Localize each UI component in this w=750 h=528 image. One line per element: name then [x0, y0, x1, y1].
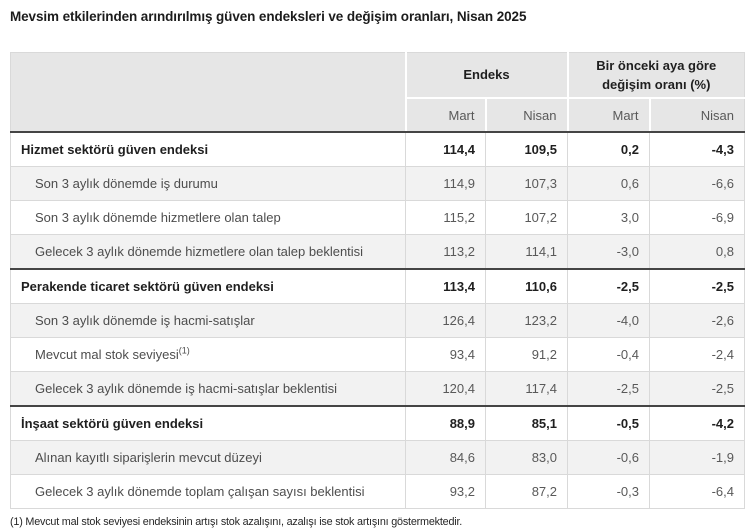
row-label: Perakende ticaret sektörü güven endeksi	[10, 268, 406, 304]
value-cell: -2,5	[567, 371, 650, 406]
value-cell: -0,4	[567, 337, 650, 372]
value-cell: 107,2	[485, 200, 568, 235]
col-header-change-mart: Mart	[566, 98, 650, 133]
value-cell: 120,4	[405, 371, 486, 406]
footnote: (1) Mevcut mal stok seviyesi endeksinin …	[10, 516, 463, 528]
value-cell: -4,3	[649, 131, 745, 167]
table-row: Gelecek 3 aylık dönemde iş hacmi-satışla…	[10, 371, 745, 406]
value-cell: 0,2	[567, 131, 650, 167]
table-row: Son 3 aylık dönemde iş durumu 114,9 107,3 0…	[10, 166, 745, 201]
col-header-endeks-mart: Mart	[404, 98, 486, 133]
corner-header-cell	[10, 52, 406, 133]
value-cell: -2,5	[567, 268, 650, 304]
value-cell: 117,4	[485, 371, 568, 406]
table-row: Alınan kayıtlı siparişlerin mevcut düzey…	[10, 440, 745, 475]
value-cell: 91,2	[485, 337, 568, 372]
row-label: Gelecek 3 aylık dönemde iş hacmi-satışla…	[10, 371, 406, 406]
value-cell: 113,4	[405, 268, 486, 304]
value-cell: 85,1	[485, 405, 568, 441]
confidence-index-table: Endeks Bir önceki aya göre değişim oranı…	[10, 52, 745, 509]
col-header-endeks-nisan: Nisan	[484, 98, 568, 133]
value-cell: 0,8	[649, 234, 745, 269]
value-cell: -1,9	[649, 440, 745, 475]
value-cell: -3,0	[567, 234, 650, 269]
page-title: Mevsim etkilerinden arındırılmış güven e…	[10, 9, 527, 24]
table-row: İnşaat sektörü güven endeksi 88,9 85,1 -0,5…	[10, 405, 745, 441]
value-cell: -2,6	[649, 303, 745, 338]
value-cell: 83,0	[485, 440, 568, 475]
row-label: Hizmet sektörü güven endeksi	[10, 131, 406, 167]
value-cell: -2,4	[649, 337, 745, 372]
row-label: İnşaat sektörü güven endeksi	[10, 405, 406, 441]
value-cell: 114,9	[405, 166, 486, 201]
value-cell: 3,0	[567, 200, 650, 235]
value-cell: 107,3	[485, 166, 568, 201]
row-label: Alınan kayıtlı siparişlerin mevcut düzey…	[10, 440, 406, 475]
value-cell: 126,4	[405, 303, 486, 338]
row-label: Son 3 aylık dönemde iş hacmi-satışlar	[10, 303, 406, 338]
table-row: Son 3 aylık dönemde iş hacmi-satışlar 126…	[10, 303, 745, 338]
value-cell: -6,4	[649, 474, 745, 509]
value-cell: 93,2	[405, 474, 486, 509]
row-label: Son 3 aylık dönemde hizmetlere olan tale…	[10, 200, 406, 235]
value-cell: -6,9	[649, 200, 745, 235]
group-header-change-rate: Bir önceki aya göre değişim oranı (%)	[566, 52, 745, 99]
value-cell: 87,2	[485, 474, 568, 509]
value-cell: 93,4	[405, 337, 486, 372]
value-cell: 123,2	[485, 303, 568, 338]
table-row: Gelecek 3 aylık dönemde toplam çalışan s…	[10, 474, 745, 509]
table-row: Son 3 aylık dönemde hizmetlere olan tale…	[10, 200, 745, 235]
value-cell: 115,2	[405, 200, 486, 235]
group-header-endeks: Endeks	[404, 52, 568, 99]
row-label: Mevcut mal stok seviyesi(1)	[10, 337, 406, 372]
value-cell: -0,3	[567, 474, 650, 509]
row-label: Gelecek 3 aylık dönemde toplam çalışan s…	[10, 474, 406, 509]
value-cell: -4,2	[649, 405, 745, 441]
group-header-row: Endeks Bir önceki aya göre değişim oranı…	[10, 52, 745, 133]
value-cell: -4,0	[567, 303, 650, 338]
value-cell: 0,6	[567, 166, 650, 201]
table-row: Hizmet sektörü güven endeksi 114,4 109,5 0,…	[10, 131, 745, 167]
table-row: Gelecek 3 aylık dönemde hizmetlere olan …	[10, 234, 745, 269]
month-header-row: Mart Nisan Mart Nisan	[11, 98, 745, 133]
value-cell: -0,6	[567, 440, 650, 475]
value-cell: 84,6	[405, 440, 486, 475]
value-cell: 114,4	[405, 131, 486, 167]
row-label: Son 3 aylık dönemde iş durumu	[10, 166, 406, 201]
value-cell: -6,6	[649, 166, 745, 201]
value-cell: 114,1	[485, 234, 568, 269]
value-cell: -2,5	[649, 268, 745, 304]
value-cell: 110,6	[485, 268, 568, 304]
table-row: Perakende ticaret sektörü güven endeksi 1…	[10, 268, 745, 304]
footnote-marker: (1)	[178, 345, 190, 356]
row-label: Gelecek 3 aylık dönemde hizmetlere olan …	[10, 234, 406, 269]
table-header: Endeks Bir önceki aya göre değişim oranı…	[10, 52, 745, 133]
table-row: Mevcut mal stok seviyesi(1) 93,4 91,2 -0,4-…	[10, 337, 745, 372]
value-cell: -0,5	[567, 405, 650, 441]
table-body: Hizmet sektörü güven endeksi 114,4 109,5 0,…	[10, 131, 745, 509]
value-cell: 109,5	[485, 131, 568, 167]
value-cell: 88,9	[405, 405, 486, 441]
value-cell: 113,2	[405, 234, 486, 269]
value-cell: -2,5	[649, 371, 745, 406]
col-header-change-nisan: Nisan	[648, 98, 745, 133]
